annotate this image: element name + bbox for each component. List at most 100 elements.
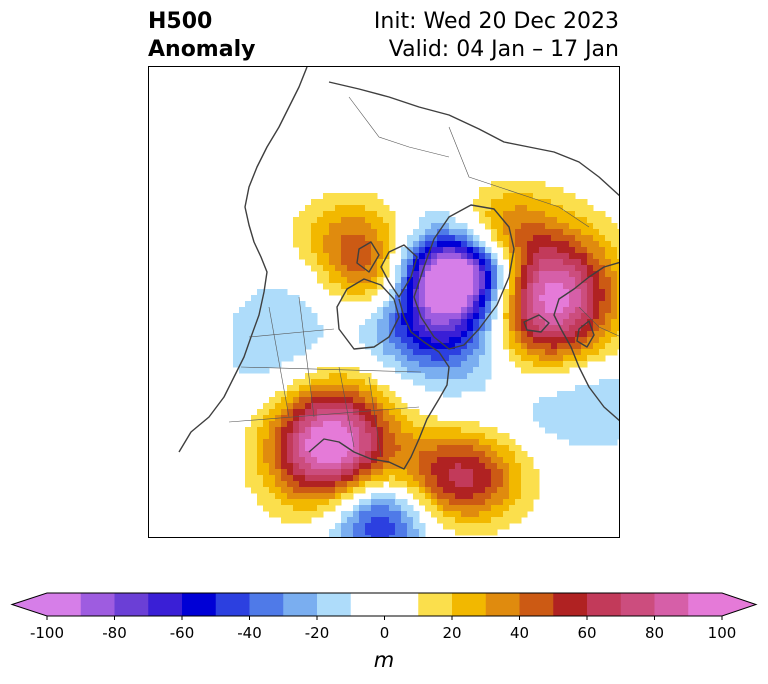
anomaly-cell [593,295,600,302]
anomaly-cell [515,517,522,524]
anomaly-cell [503,517,510,524]
anomaly-cell [593,337,600,344]
anomaly-cell [353,217,360,224]
anomaly-cell [407,331,414,338]
anomaly-cell [377,283,384,290]
anomaly-cell [575,337,582,344]
anomaly-cell [449,385,456,392]
anomaly-cell [347,217,354,224]
anomaly-cell [239,361,246,368]
anomaly-cell [545,289,552,296]
anomaly-cell [479,355,486,362]
anomaly-cell [539,337,546,344]
anomaly-cell [335,475,342,482]
anomaly-cell [575,415,582,422]
anomaly-cell [539,325,546,332]
anomaly-cell [425,211,432,218]
anomaly-cell [311,253,318,260]
anomaly-cell [395,433,402,440]
anomaly-cell [437,517,444,524]
anomaly-cell [581,253,588,260]
anomaly-cell [425,283,432,290]
anomaly-cell [593,433,600,440]
anomaly-cell [443,439,450,446]
anomaly-cell [437,421,444,428]
anomaly-cell [509,319,516,326]
anomaly-cell [425,265,432,272]
anomaly-cell [509,307,516,314]
anomaly-cell [509,217,516,224]
anomaly-cell [527,301,534,308]
anomaly-cell [527,325,534,332]
anomaly-cell [521,307,528,314]
anomaly-cell [287,319,294,326]
anomaly-cell [341,193,348,200]
anomaly-cell [497,475,504,482]
anomaly-cell [557,241,564,248]
anomaly-cell [281,307,288,314]
anomaly-cell [539,289,546,296]
anomaly-cell [269,361,276,368]
anomaly-cell [449,427,456,434]
anomaly-cell [599,259,606,266]
anomaly-cell [575,325,582,332]
anomaly-cell [599,355,606,362]
anomaly-cell [425,241,432,248]
anomaly-cell [557,253,564,260]
anomaly-cell [335,499,342,506]
anomaly-cell [443,427,450,434]
anomaly-cell [389,517,396,524]
anomaly-cell [371,535,378,537]
anomaly-cell [377,517,384,524]
anomaly-cell [599,385,606,392]
anomaly-cell [377,469,384,476]
anomaly-cell [485,253,492,260]
anomaly-cell [269,349,276,356]
anomaly-cell [467,307,474,314]
anomaly-cell [257,439,264,446]
anomaly-cell [323,433,330,440]
anomaly-cell [485,301,492,308]
anomaly-cell [341,397,348,404]
anomaly-cell [515,307,522,314]
anomaly-cell [323,265,330,272]
anomaly-cell [491,517,498,524]
anomaly-cell [581,319,588,326]
anomaly-cell [443,307,450,314]
anomaly-cell [437,367,444,374]
anomaly-cell [563,235,570,242]
anomaly-cell [515,253,522,260]
anomaly-cell [545,313,552,320]
anomaly-cell [287,445,294,452]
anomaly-cell [311,265,318,272]
anomaly-cell [473,361,480,368]
anomaly-cell [287,511,294,518]
anomaly-cell [401,451,408,458]
anomaly-cell [479,361,486,368]
anomaly-cell [407,253,414,260]
anomaly-cell [509,247,516,254]
anomaly-cell [605,217,612,224]
anomaly-cell [293,325,300,332]
colorbar-bin [587,593,622,616]
anomaly-cell [377,241,384,248]
anomaly-cell [449,505,456,512]
anomaly-cell [449,433,456,440]
anomaly-cell [557,409,564,416]
anomaly-cell [287,307,294,314]
anomaly-cell [371,451,378,458]
anomaly-cell [527,181,534,188]
anomaly-cell [473,463,480,470]
anomaly-cell [431,469,438,476]
anomaly-cell [299,325,306,332]
anomaly-cell [449,439,456,446]
anomaly-cell [539,361,546,368]
anomaly-cell [335,379,342,386]
anomaly-cell [269,511,276,518]
anomaly-cell [275,403,282,410]
colorbar-bin [148,593,183,616]
anomaly-cell [347,205,354,212]
anomaly-cell [431,433,438,440]
anomaly-cell [413,493,420,500]
anomaly-cell [467,427,474,434]
